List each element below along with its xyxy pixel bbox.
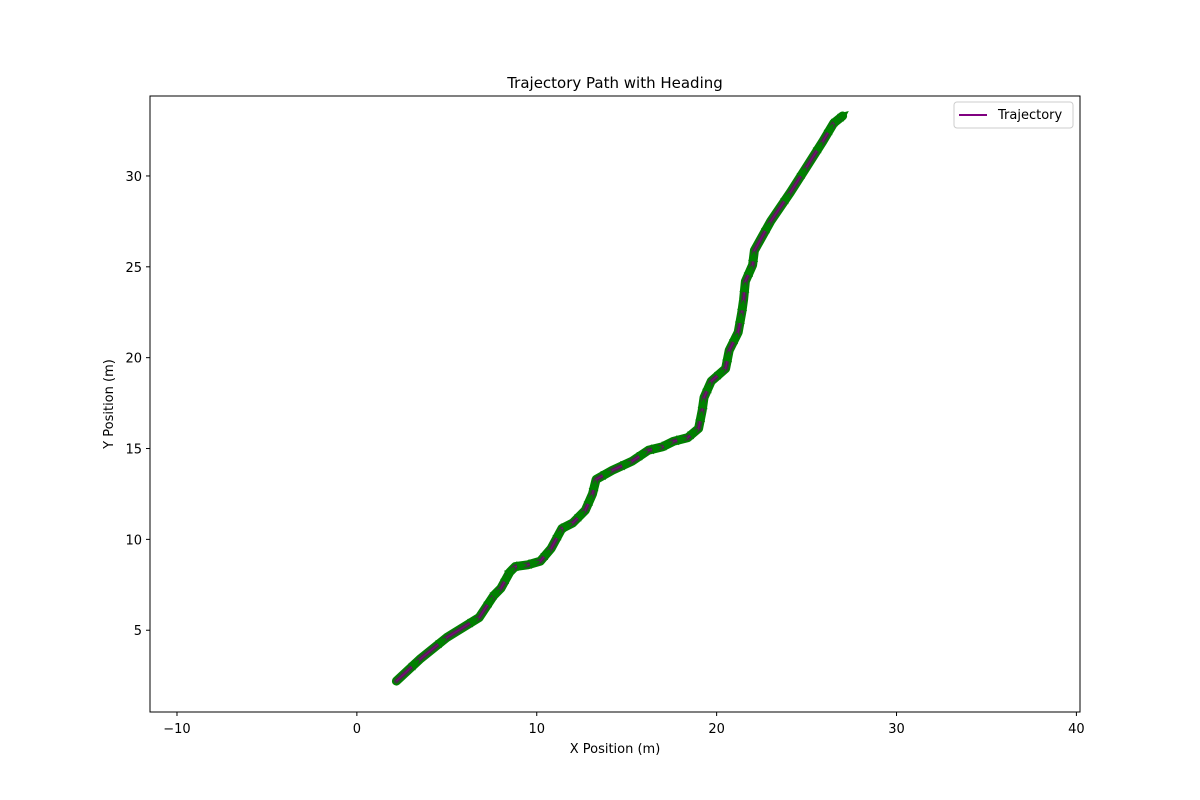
heading-arrow [516, 561, 528, 572]
heading-arrow [620, 461, 633, 471]
y-tick-label: 10 [125, 533, 142, 548]
heading-arrow [467, 617, 480, 628]
y-tick-label: 15 [125, 443, 142, 458]
heading-arrow [600, 470, 613, 481]
heading-arrow [435, 637, 447, 649]
heading-arrow [650, 444, 663, 455]
heading-arrow [528, 559, 541, 569]
x-tick-label: 40 [1068, 722, 1085, 737]
heading-arrow [500, 572, 510, 585]
heading-arrow [748, 250, 758, 262]
heading-arrow [588, 479, 599, 492]
heading-arrow [737, 299, 747, 312]
axes-frame [149, 95, 1081, 713]
legend-box [953, 101, 1074, 129]
x-tick-label: 30 [888, 722, 905, 737]
heading-arrow [695, 410, 705, 423]
y-axis: 5 10 15 20 25 30 [125, 170, 150, 639]
y-tick-label: 5 [134, 624, 142, 639]
legend-label-trajectory: Trajectory [997, 108, 1062, 123]
heading-arrow [503, 566, 516, 578]
x-tick-label: 0 [353, 722, 361, 737]
heading-arrow [540, 548, 552, 561]
heading-arrow [574, 510, 586, 522]
heading-arrow [722, 350, 732, 363]
heading-arrow [697, 397, 708, 410]
heading-arrow [687, 428, 699, 440]
heading-arrow [702, 381, 712, 394]
heading-arrow [714, 368, 726, 380]
heading-arrow [552, 528, 562, 541]
heading-arrow [408, 659, 420, 671]
heading-arrow [743, 265, 753, 278]
heading-arrow [760, 221, 771, 234]
y-tick-label: 25 [125, 261, 142, 276]
x-axis: −10 0 10 20 30 40 [163, 712, 1085, 737]
x-tick-label: 10 [528, 722, 545, 737]
heading-arrow [796, 166, 807, 179]
heading-arrow [560, 523, 573, 533]
y-tick-label: 30 [125, 170, 142, 185]
x-axis-label: X Position (m) [570, 742, 661, 757]
heading-arrow [734, 312, 745, 324]
heading-arrow [636, 450, 649, 461]
heading-arrow [837, 111, 849, 122]
y-axis-label: Y Position (m) [102, 359, 117, 450]
x-tick-label: −10 [163, 722, 190, 737]
heading-arrow [661, 441, 674, 451]
heading-arrow [812, 141, 823, 154]
y-tick-label: 20 [125, 352, 142, 367]
heading-arrow [728, 332, 739, 345]
heading-arrow [739, 281, 750, 293]
heading-arrow [583, 493, 593, 506]
x-tick-label: 20 [708, 722, 725, 737]
chart-title: Trajectory Path with Heading [506, 74, 723, 92]
heading-arrow [676, 435, 688, 446]
plot-layer [391, 111, 849, 686]
heading-arrow [483, 595, 494, 608]
heading-arrow [780, 192, 791, 205]
heading-arrow [823, 123, 834, 136]
heading-arrow [830, 116, 843, 127]
heading-arrow [489, 588, 501, 600]
legend: Trajectory [953, 101, 1074, 129]
